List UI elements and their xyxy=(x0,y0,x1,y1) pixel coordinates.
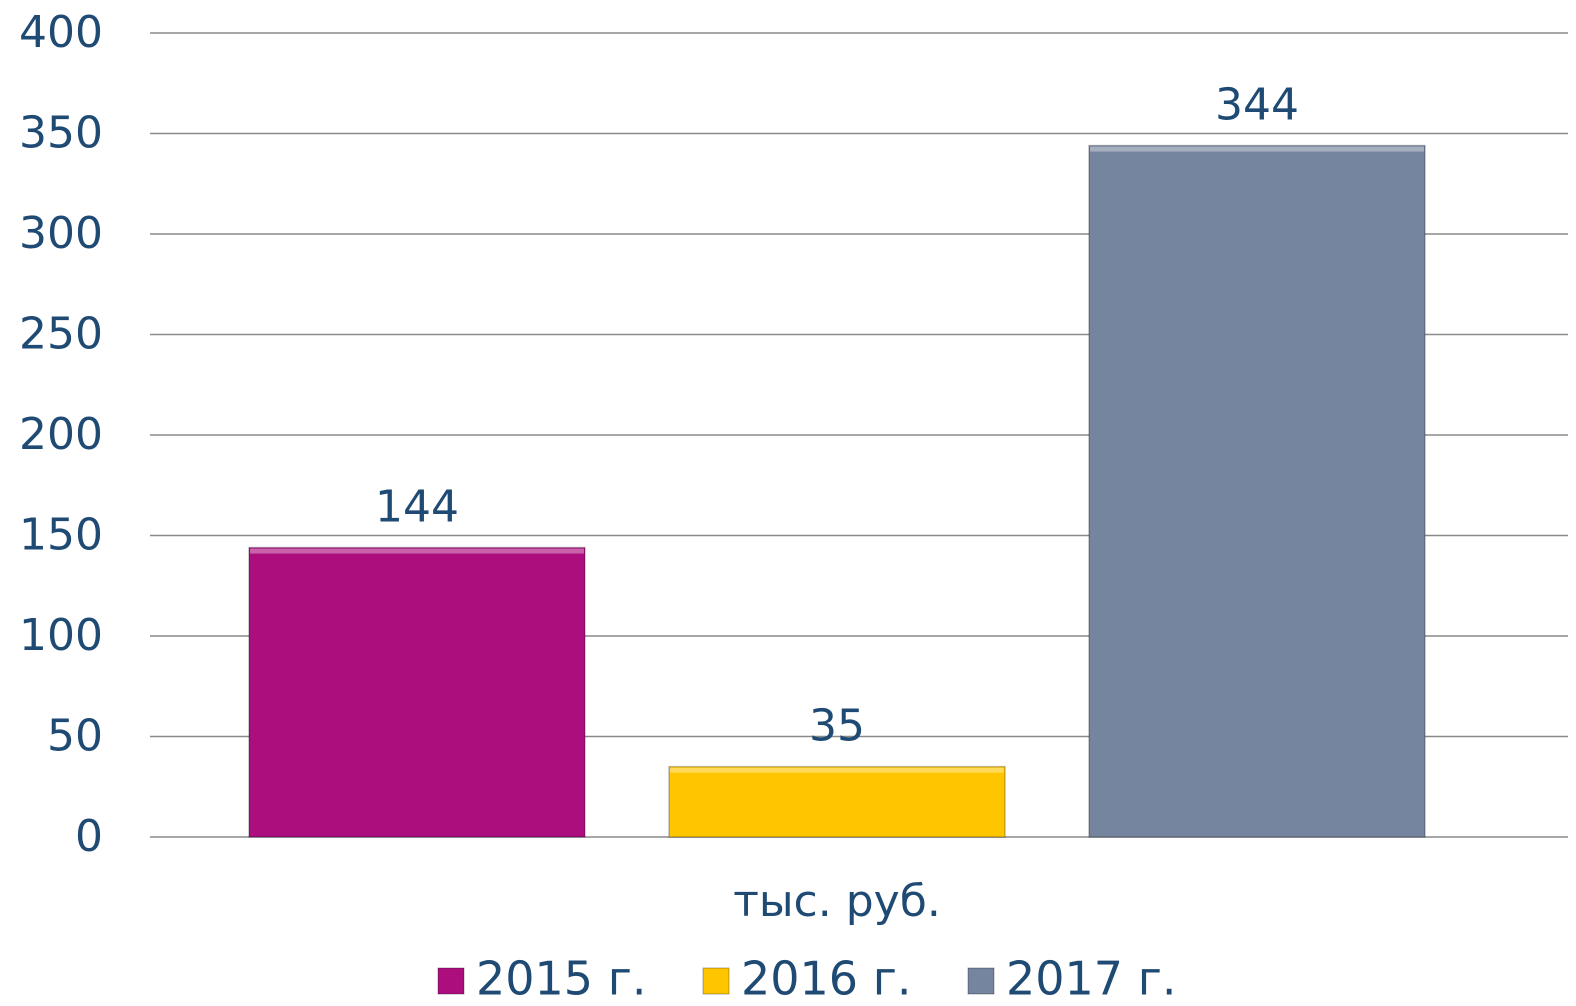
value-label: 344 xyxy=(1215,80,1299,131)
legend-swatch xyxy=(437,967,465,995)
bar-highlight xyxy=(670,767,1004,773)
value-label: 144 xyxy=(375,482,459,533)
y-tick-label: 150 xyxy=(19,510,103,561)
value-label: 35 xyxy=(809,701,865,752)
y-tick-label: 100 xyxy=(19,610,103,661)
bar xyxy=(668,765,1006,838)
legend-label: 2016 г. xyxy=(741,952,911,1006)
y-tick-label: 50 xyxy=(47,711,103,762)
y-tick-label: 200 xyxy=(19,409,103,460)
legend-label: 2015 г. xyxy=(476,952,646,1006)
y-tick-label: 300 xyxy=(19,208,103,259)
bar-highlight xyxy=(250,548,584,554)
legend-swatch xyxy=(702,967,730,995)
y-tick-label: 350 xyxy=(19,108,103,159)
legend-label: 2017 г. xyxy=(1006,952,1176,1006)
y-tick-label: 250 xyxy=(19,309,103,360)
y-tick-label: 0 xyxy=(75,811,103,862)
bar xyxy=(1088,144,1426,838)
bar-highlight xyxy=(1090,146,1424,152)
legend-swatch xyxy=(967,967,995,995)
x-tick-label: тыс. руб. xyxy=(733,876,941,927)
bar xyxy=(248,546,586,838)
y-tick-label: 400 xyxy=(19,7,103,58)
